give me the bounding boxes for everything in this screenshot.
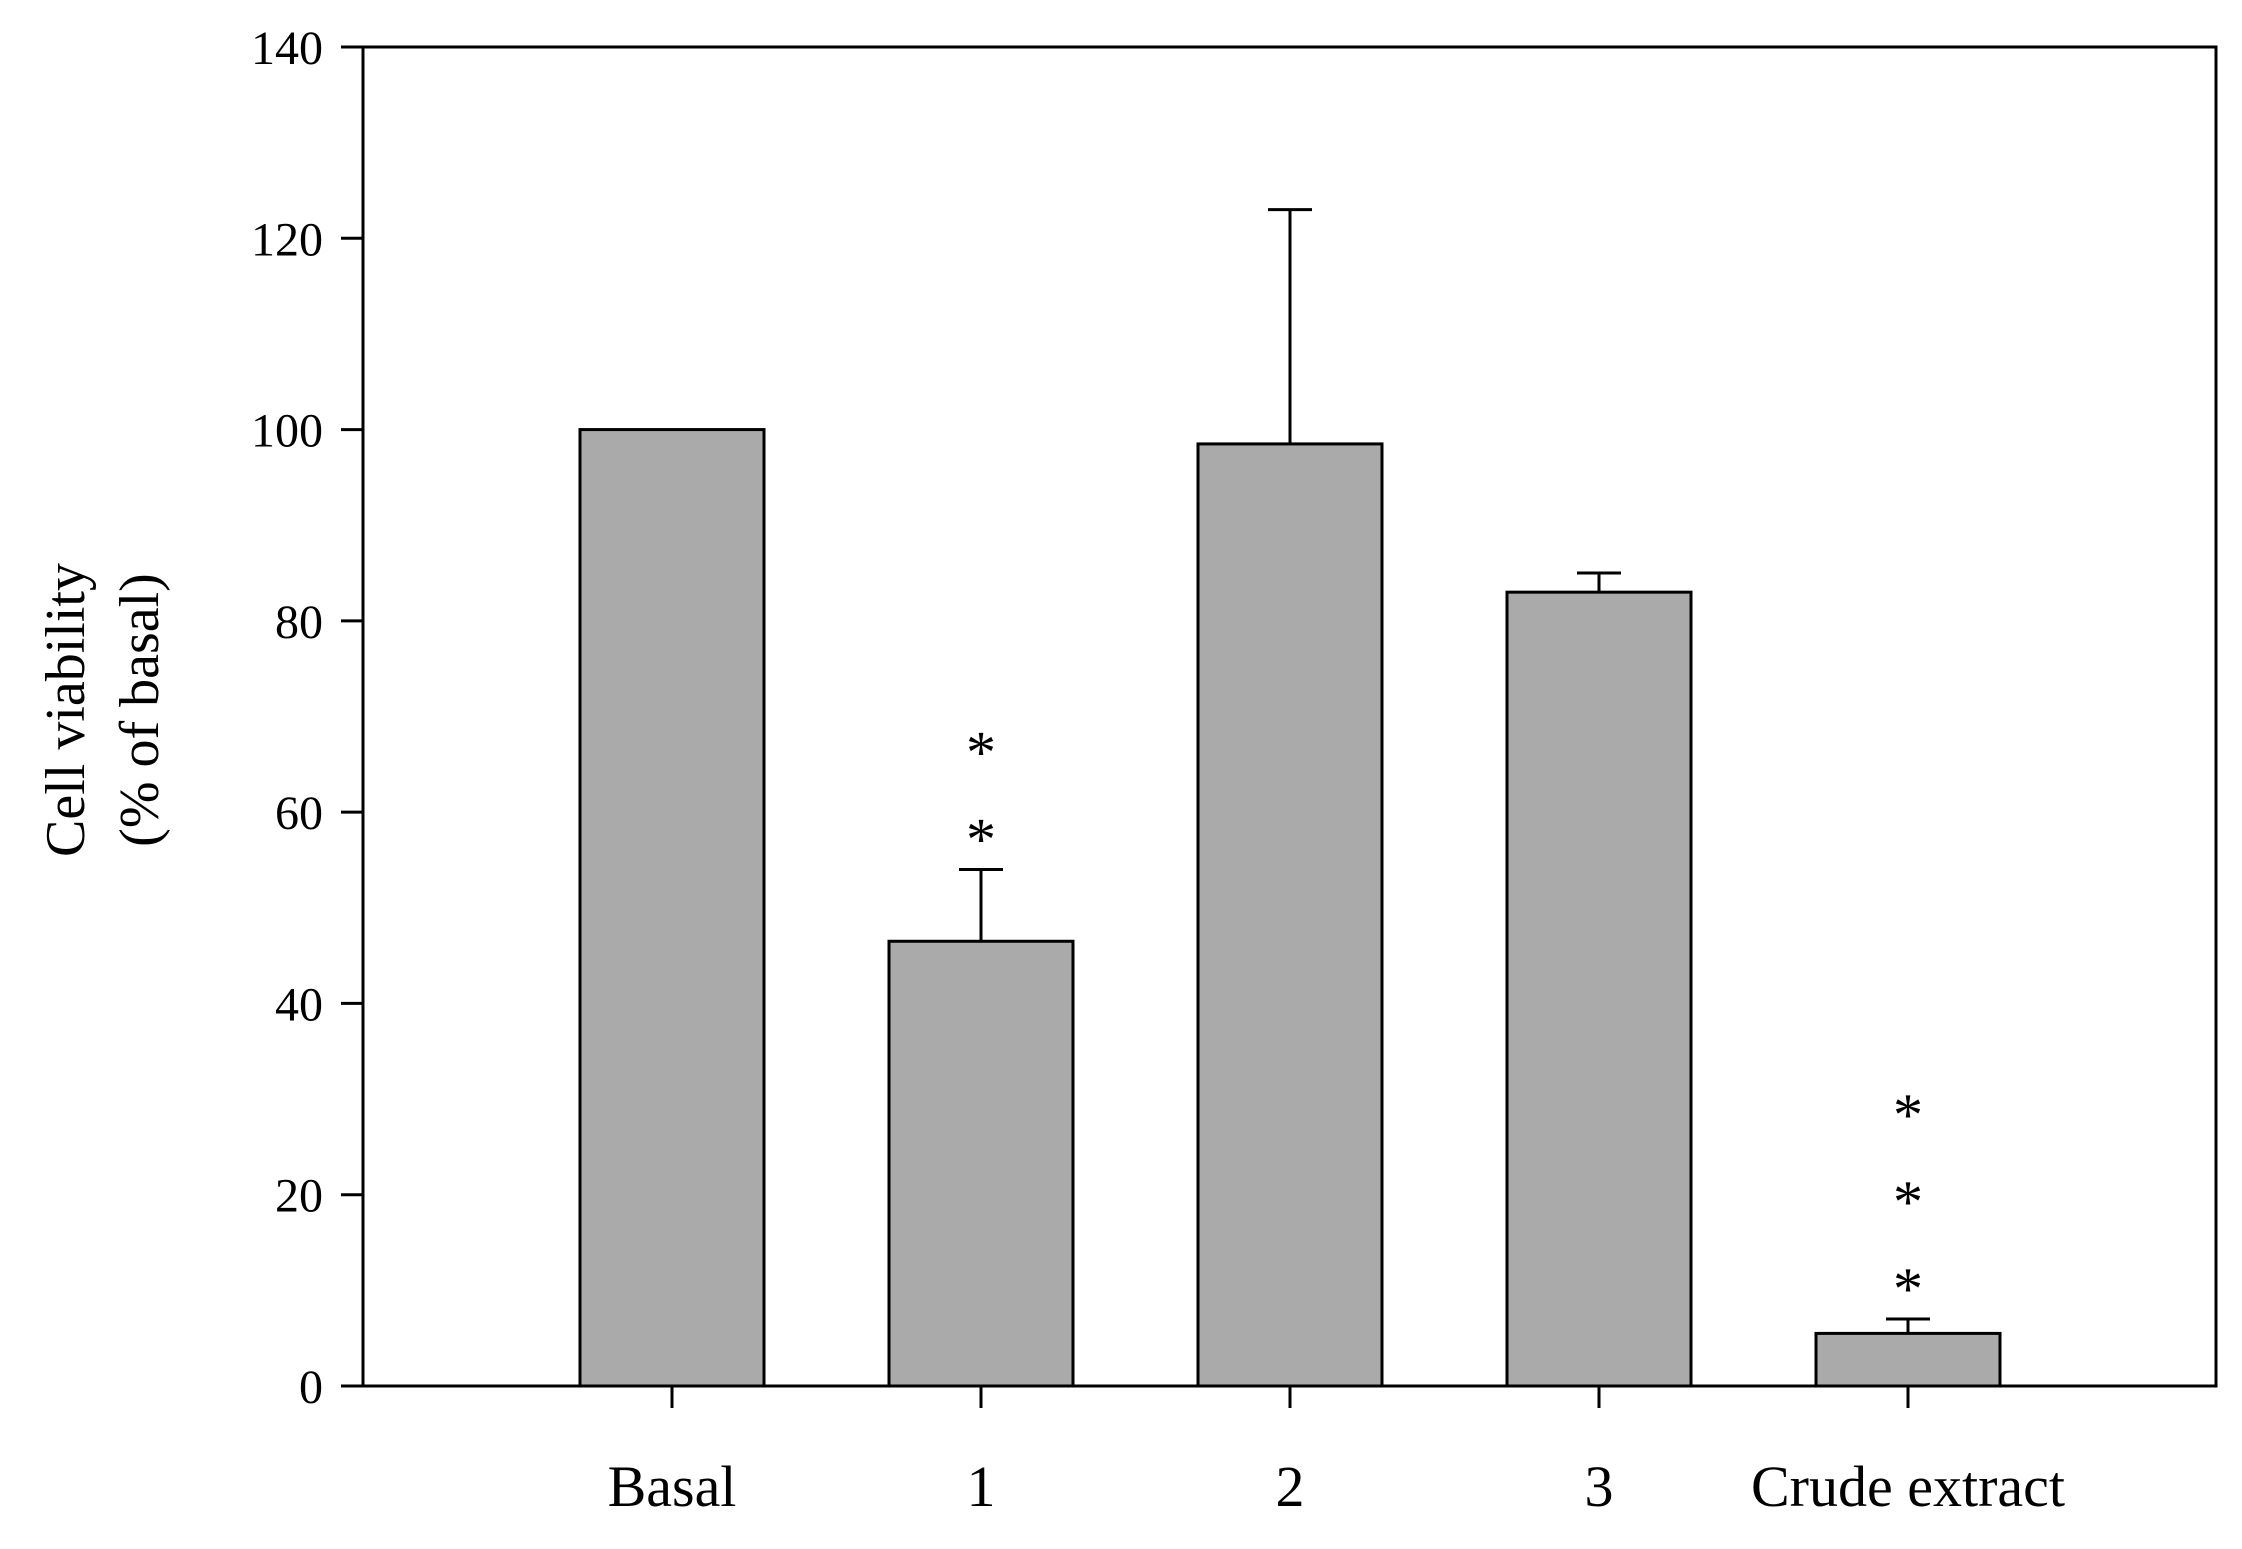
x-tick-label: 2 (1276, 1454, 1305, 1519)
y-tick-label: 0 (299, 1361, 323, 1414)
y-tick-label: 80 (275, 596, 323, 649)
x-tick-label: Basal (608, 1454, 737, 1519)
y-tick-label: 40 (275, 978, 323, 1031)
significance-asterisk: * (1893, 1169, 1923, 1235)
y-axis-label-group: Cell viability (% of basal) (35, 563, 171, 857)
bar (578, 428, 766, 1388)
y-tick-label: 140 (251, 22, 323, 75)
significance-asterisk: * (1893, 1082, 1923, 1148)
bar (1196, 442, 1384, 1388)
bar (1814, 1331, 2002, 1388)
y-tick-label: 20 (275, 1170, 323, 1223)
x-tick-label: Crude extract (1751, 1454, 2065, 1519)
x-tick-label: 1 (967, 1454, 996, 1519)
bar (887, 939, 1075, 1388)
significance-asterisk: * (1893, 1256, 1923, 1322)
y-tick-label: 100 (251, 405, 323, 458)
y-tick-label: 60 (275, 787, 323, 840)
y-tick-label: 120 (251, 213, 323, 266)
bar (1505, 590, 1693, 1388)
y-axis-label-line-1: Cell viability (35, 563, 97, 857)
significance-asterisk: * (966, 720, 996, 786)
significance-asterisk: * (966, 807, 996, 873)
x-tick-label: 3 (1585, 1454, 1614, 1519)
y-axis-label-line-2: (% of basal) (109, 573, 171, 847)
